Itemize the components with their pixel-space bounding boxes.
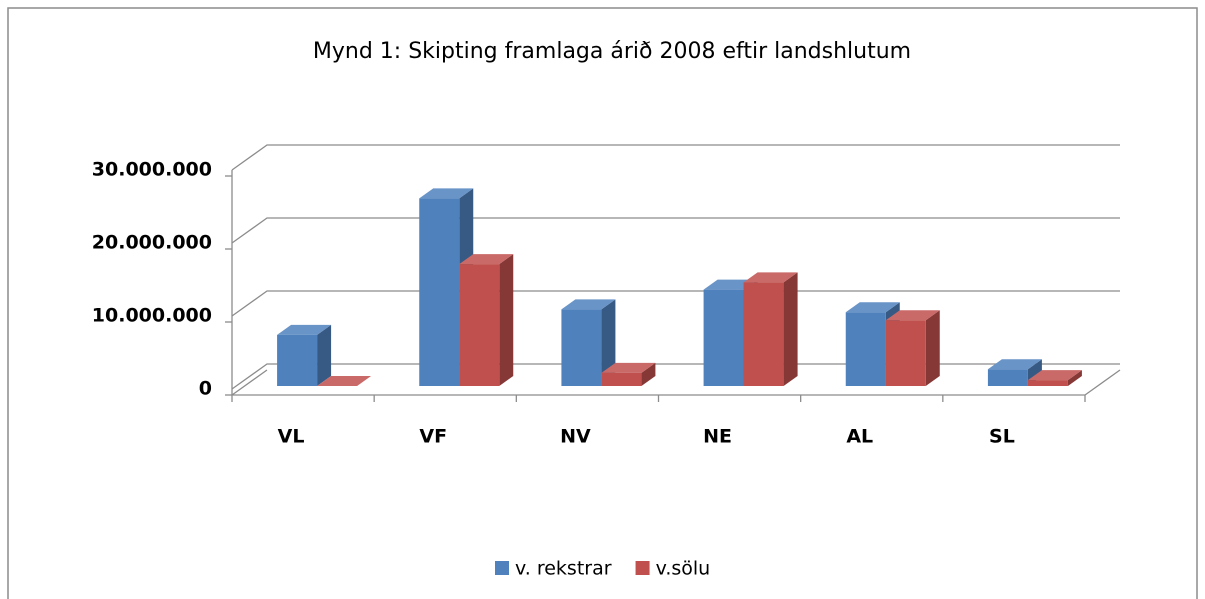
bar-front xyxy=(703,289,744,386)
x-tick-label: VF xyxy=(419,426,447,448)
bar-top xyxy=(317,376,372,386)
bar xyxy=(601,362,656,386)
bar-front xyxy=(277,334,318,386)
bar-side xyxy=(499,254,514,386)
bar xyxy=(743,272,798,386)
grid-line xyxy=(231,144,1120,171)
grid-line xyxy=(231,290,1120,317)
bar-front xyxy=(987,369,1028,386)
x-tick-label: VL xyxy=(278,426,305,448)
legend-swatch xyxy=(495,561,509,575)
x-tick-label: AL xyxy=(846,426,873,448)
bar-side xyxy=(1067,370,1082,386)
y-tick-label: 10.000.000 xyxy=(92,305,212,327)
chart-title: Mynd 1: Skipting framlaga árið 2008 efti… xyxy=(313,39,911,64)
bar-top xyxy=(885,310,940,321)
bar xyxy=(459,254,514,386)
bar-front xyxy=(601,372,642,386)
bar-front xyxy=(845,312,886,386)
y-tick-label: 0 xyxy=(199,378,212,400)
x-tick-label: NE xyxy=(703,426,732,448)
bar-side xyxy=(317,324,332,386)
legend-swatch xyxy=(635,561,650,575)
bar xyxy=(561,299,616,386)
bar-front xyxy=(743,282,784,386)
bar-side xyxy=(641,362,656,386)
bar-front xyxy=(419,198,460,386)
bar-top xyxy=(561,299,616,310)
bar-top xyxy=(1027,370,1082,381)
bar-front xyxy=(459,264,500,386)
bar-front xyxy=(885,320,926,386)
bar xyxy=(277,324,332,386)
bar-side xyxy=(601,299,616,386)
legend-label: v.sölu xyxy=(656,558,711,580)
bar-top xyxy=(845,302,900,313)
bar-side xyxy=(925,310,940,386)
bar xyxy=(885,310,940,386)
bar-side xyxy=(783,272,798,386)
bar-front xyxy=(561,309,602,386)
bar-top xyxy=(987,359,1042,370)
y-tick-label: 30.000.000 xyxy=(92,159,212,181)
bar-front xyxy=(1027,380,1068,386)
bar xyxy=(987,359,1042,386)
x-tick-label: SL xyxy=(989,426,1015,448)
bar xyxy=(317,376,372,386)
bar-top xyxy=(601,362,656,373)
y-tick-label: 20.000.000 xyxy=(92,232,212,254)
bar-top xyxy=(277,324,332,335)
bar-top xyxy=(459,254,514,265)
legend-label: v. rekstrar xyxy=(515,558,612,580)
x-tick-label: NV xyxy=(560,426,591,448)
bar xyxy=(1027,370,1082,386)
bar-top xyxy=(419,188,474,199)
grid-line xyxy=(231,217,1120,244)
bar-top xyxy=(743,272,798,283)
grid-line xyxy=(231,363,1120,390)
